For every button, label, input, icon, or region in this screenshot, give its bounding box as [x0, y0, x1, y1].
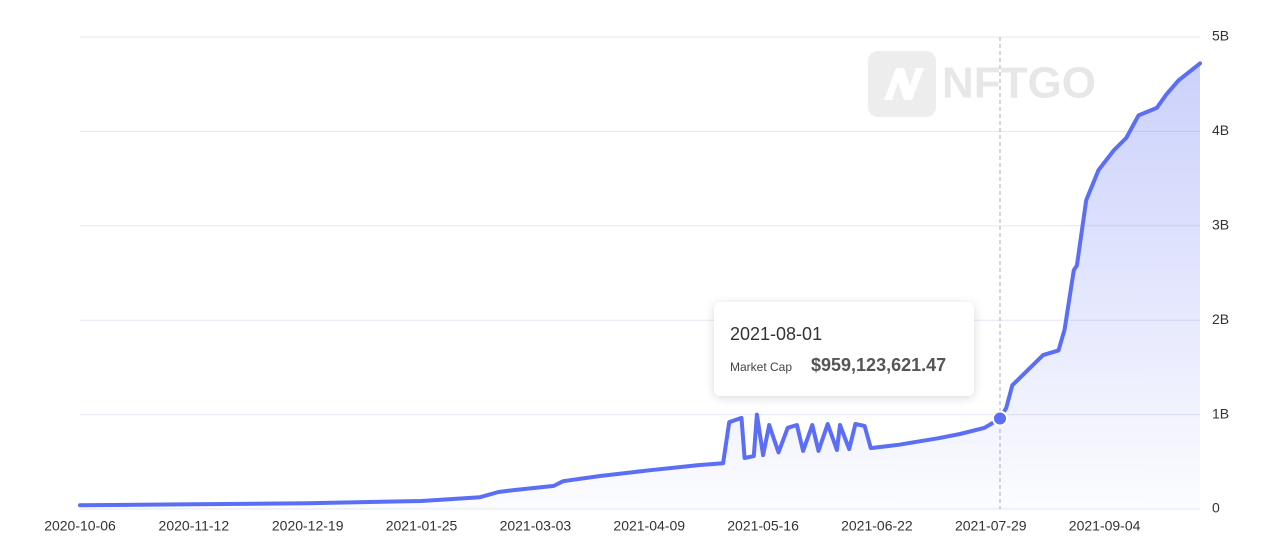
x-tick-label: 2021-07-29: [955, 518, 1027, 534]
y-tick-label: 1B: [1212, 405, 1229, 421]
watermark-text: NFTGO: [942, 59, 1096, 108]
x-tick-label: 2021-06-22: [841, 518, 913, 534]
x-tick-label: 2020-10-06: [44, 518, 116, 534]
y-tick-label: 0: [1212, 500, 1220, 516]
x-tick-label: 2021-09-04: [1069, 518, 1141, 534]
x-tick-label: 2020-12-19: [272, 518, 344, 534]
area: [80, 63, 1200, 510]
y-tick-label: 3B: [1212, 217, 1229, 233]
line: [78, 61, 1202, 508]
hover-point: [992, 410, 1008, 427]
x-tick-label: 2021-03-03: [500, 518, 572, 534]
x-tick-label: 2021-05-16: [727, 518, 799, 534]
x-tick-label: 2021-01-25: [386, 518, 458, 534]
tooltip-value: $959,123,621.47: [811, 355, 947, 375]
x-tick-label: 2020-11-12: [159, 518, 230, 534]
y-tick-label: 5B: [1212, 28, 1229, 44]
y-tick-label: 4B: [1212, 122, 1229, 138]
tooltip: 2021-08-01 Market Cap $959,123,621.47: [714, 302, 974, 396]
tooltip-series: Market Cap: [730, 360, 793, 374]
x-tick-label: 2021-04-09: [613, 518, 685, 534]
watermark: NFTGO: [868, 51, 1096, 117]
tooltip-date: 2021-08-01: [730, 324, 823, 344]
y-tick-label: 2B: [1212, 311, 1229, 327]
